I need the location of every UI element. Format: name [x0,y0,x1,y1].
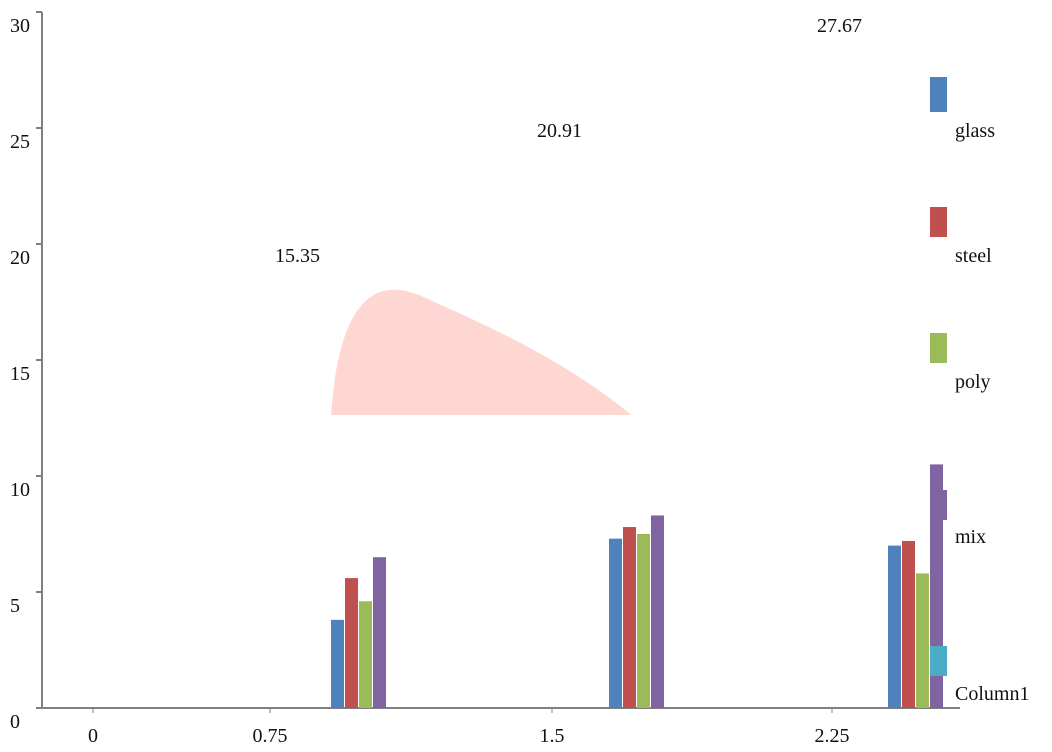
group-value-label: 20.91 [537,120,582,142]
y-tick-label: 0 [10,711,20,733]
x-tick-label: 1.5 [540,725,565,747]
legend-swatch-mix [930,490,947,520]
y-tick-label: 10 [10,479,30,501]
bar-steel [623,527,636,708]
bar-glass [331,619,344,708]
x-tick-label: 0.75 [253,725,288,747]
y-tick-label: 25 [10,131,30,153]
bar-steel [902,540,915,708]
y-tick-label: 30 [10,15,30,37]
group-value-label: 15.35 [275,245,320,267]
bar-steel [345,578,358,708]
y-tick-label: 15 [10,363,30,385]
legend-swatch-Column1 [930,646,947,676]
bar-mix [651,515,664,708]
legend-label-steel: steel [955,245,992,267]
legend-swatch-glass [930,77,947,112]
legend-label-glass: glass [955,120,995,142]
x-tick-label: 0 [88,725,98,747]
x-tick-label: 2.25 [815,725,850,747]
legend-swatch-poly [930,333,947,363]
bar-glass [888,545,901,708]
legend-label-Column1: Column1 [955,683,1029,705]
legend-label-mix: mix [955,526,986,548]
bar-glass [609,538,622,708]
y-tick-label: 5 [10,595,20,617]
y-tick-label: 20 [10,247,30,269]
legend-swatch-steel [930,207,947,237]
bar-poly [359,601,372,708]
legend-label-poly: poly [955,371,991,393]
bar-poly [916,573,929,708]
group-value-label: 27.67 [817,15,862,37]
bar-poly [637,534,650,708]
bar-mix [373,557,386,708]
